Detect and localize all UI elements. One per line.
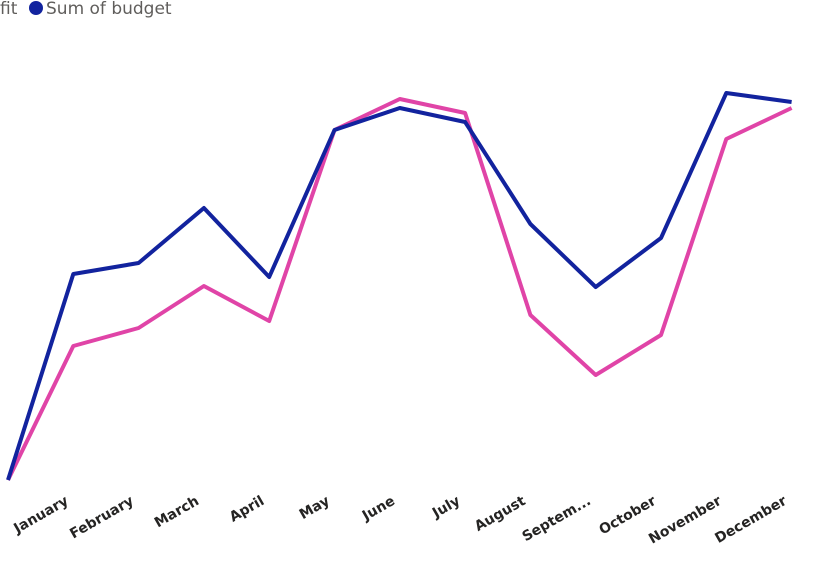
legend-marker <box>29 1 43 15</box>
x-tick-label: Septem... <box>520 493 594 545</box>
x-tick-label: August <box>472 493 529 535</box>
x-tick-label: March <box>152 493 202 531</box>
x-tick-label: July <box>429 493 463 522</box>
legend-label: Sum of budget <box>46 0 172 19</box>
series-line <box>6 91 792 481</box>
x-tick-label: January <box>10 493 71 537</box>
x-tick-label: December <box>712 493 789 547</box>
x-tick-label: November <box>646 493 724 547</box>
x-tick-label: May <box>297 493 333 523</box>
series-line <box>6 97 793 481</box>
legend-label: fit <box>0 0 18 19</box>
x-tick-label: February <box>67 493 136 542</box>
x-tick-label: April <box>227 493 267 526</box>
x-tick-label: June <box>359 493 398 525</box>
